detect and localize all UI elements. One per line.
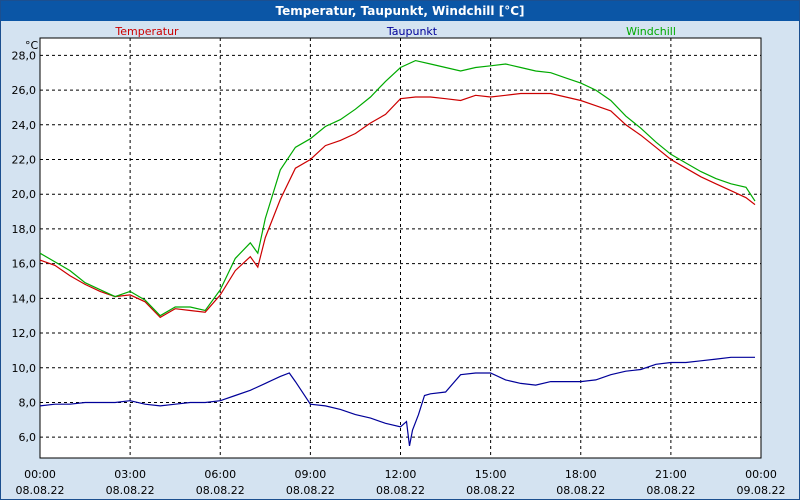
y-tick-label: 6,0 (19, 431, 37, 444)
legend-label-windchill: Windchill (626, 25, 676, 38)
series-line-taupunkt (39, 356, 755, 447)
grid-lines (40, 38, 761, 458)
x-tick-date: 08.08.22 (286, 484, 335, 497)
x-tick-time: 18:00 (565, 468, 597, 481)
legend-label-temperatur: Temperatur (114, 25, 179, 38)
x-tick-time: 00:00 (24, 468, 56, 481)
y-tick-label: 14,0 (12, 292, 37, 305)
y-axis-ticks: 6,0 8,0 10,0 12,0 14,0 16,0 18,0 20,0 22,0 24,0 26… (12, 49, 37, 444)
legend: Temperatur Taupunkt Windchill (114, 25, 676, 38)
y-tick-label: 18,0 (12, 223, 37, 236)
x-tick-time: 03:00 (114, 468, 146, 481)
x-tick-date: 08.08.22 (106, 484, 155, 497)
y-axis-unit: °C (25, 39, 39, 52)
x-tick-time: 15:00 (475, 468, 507, 481)
x-tick-time: 12:00 (385, 468, 417, 481)
x-tick-time: 21:00 (655, 468, 687, 481)
x-tick-time: 00:00 (745, 468, 777, 481)
y-tick-label: 12,0 (12, 327, 37, 340)
y-tick-label: 16,0 (12, 258, 37, 271)
y-tick-label: 28,0 (12, 49, 37, 62)
legend-label-taupunkt: Taupunkt (386, 25, 438, 38)
y-tick-label: 20,0 (12, 188, 37, 201)
x-tick-time: 06:00 (204, 468, 236, 481)
y-tick-label: 10,0 (12, 362, 37, 375)
series-line-temperatur (39, 92, 756, 319)
x-axis-ticks: 00:00 08.08.22 03:00 08.08.22 06:00 08.08.22 0… (16, 468, 786, 497)
y-tick-label: 8,0 (19, 396, 37, 409)
x-tick-date: 08.08.22 (376, 484, 425, 497)
x-tick-date: 09.08.22 (737, 484, 786, 497)
y-tick-label: 22,0 (12, 153, 37, 166)
x-tick-date: 08.08.22 (466, 484, 515, 497)
x-tick-date: 08.08.22 (196, 484, 245, 497)
series-lines (39, 59, 756, 447)
y-tick-label: 24,0 (12, 119, 37, 132)
y-tick-label: 26,0 (12, 84, 37, 97)
x-tick-date: 08.08.22 (16, 484, 65, 497)
x-tick-date: 08.08.22 (556, 484, 605, 497)
chart-title: Temperatur, Taupunkt, Windchill [°C] (1, 1, 799, 21)
x-tick-date: 08.08.22 (646, 484, 695, 497)
x-tick-time: 09:00 (295, 468, 327, 481)
series-line-windchill (39, 59, 756, 317)
